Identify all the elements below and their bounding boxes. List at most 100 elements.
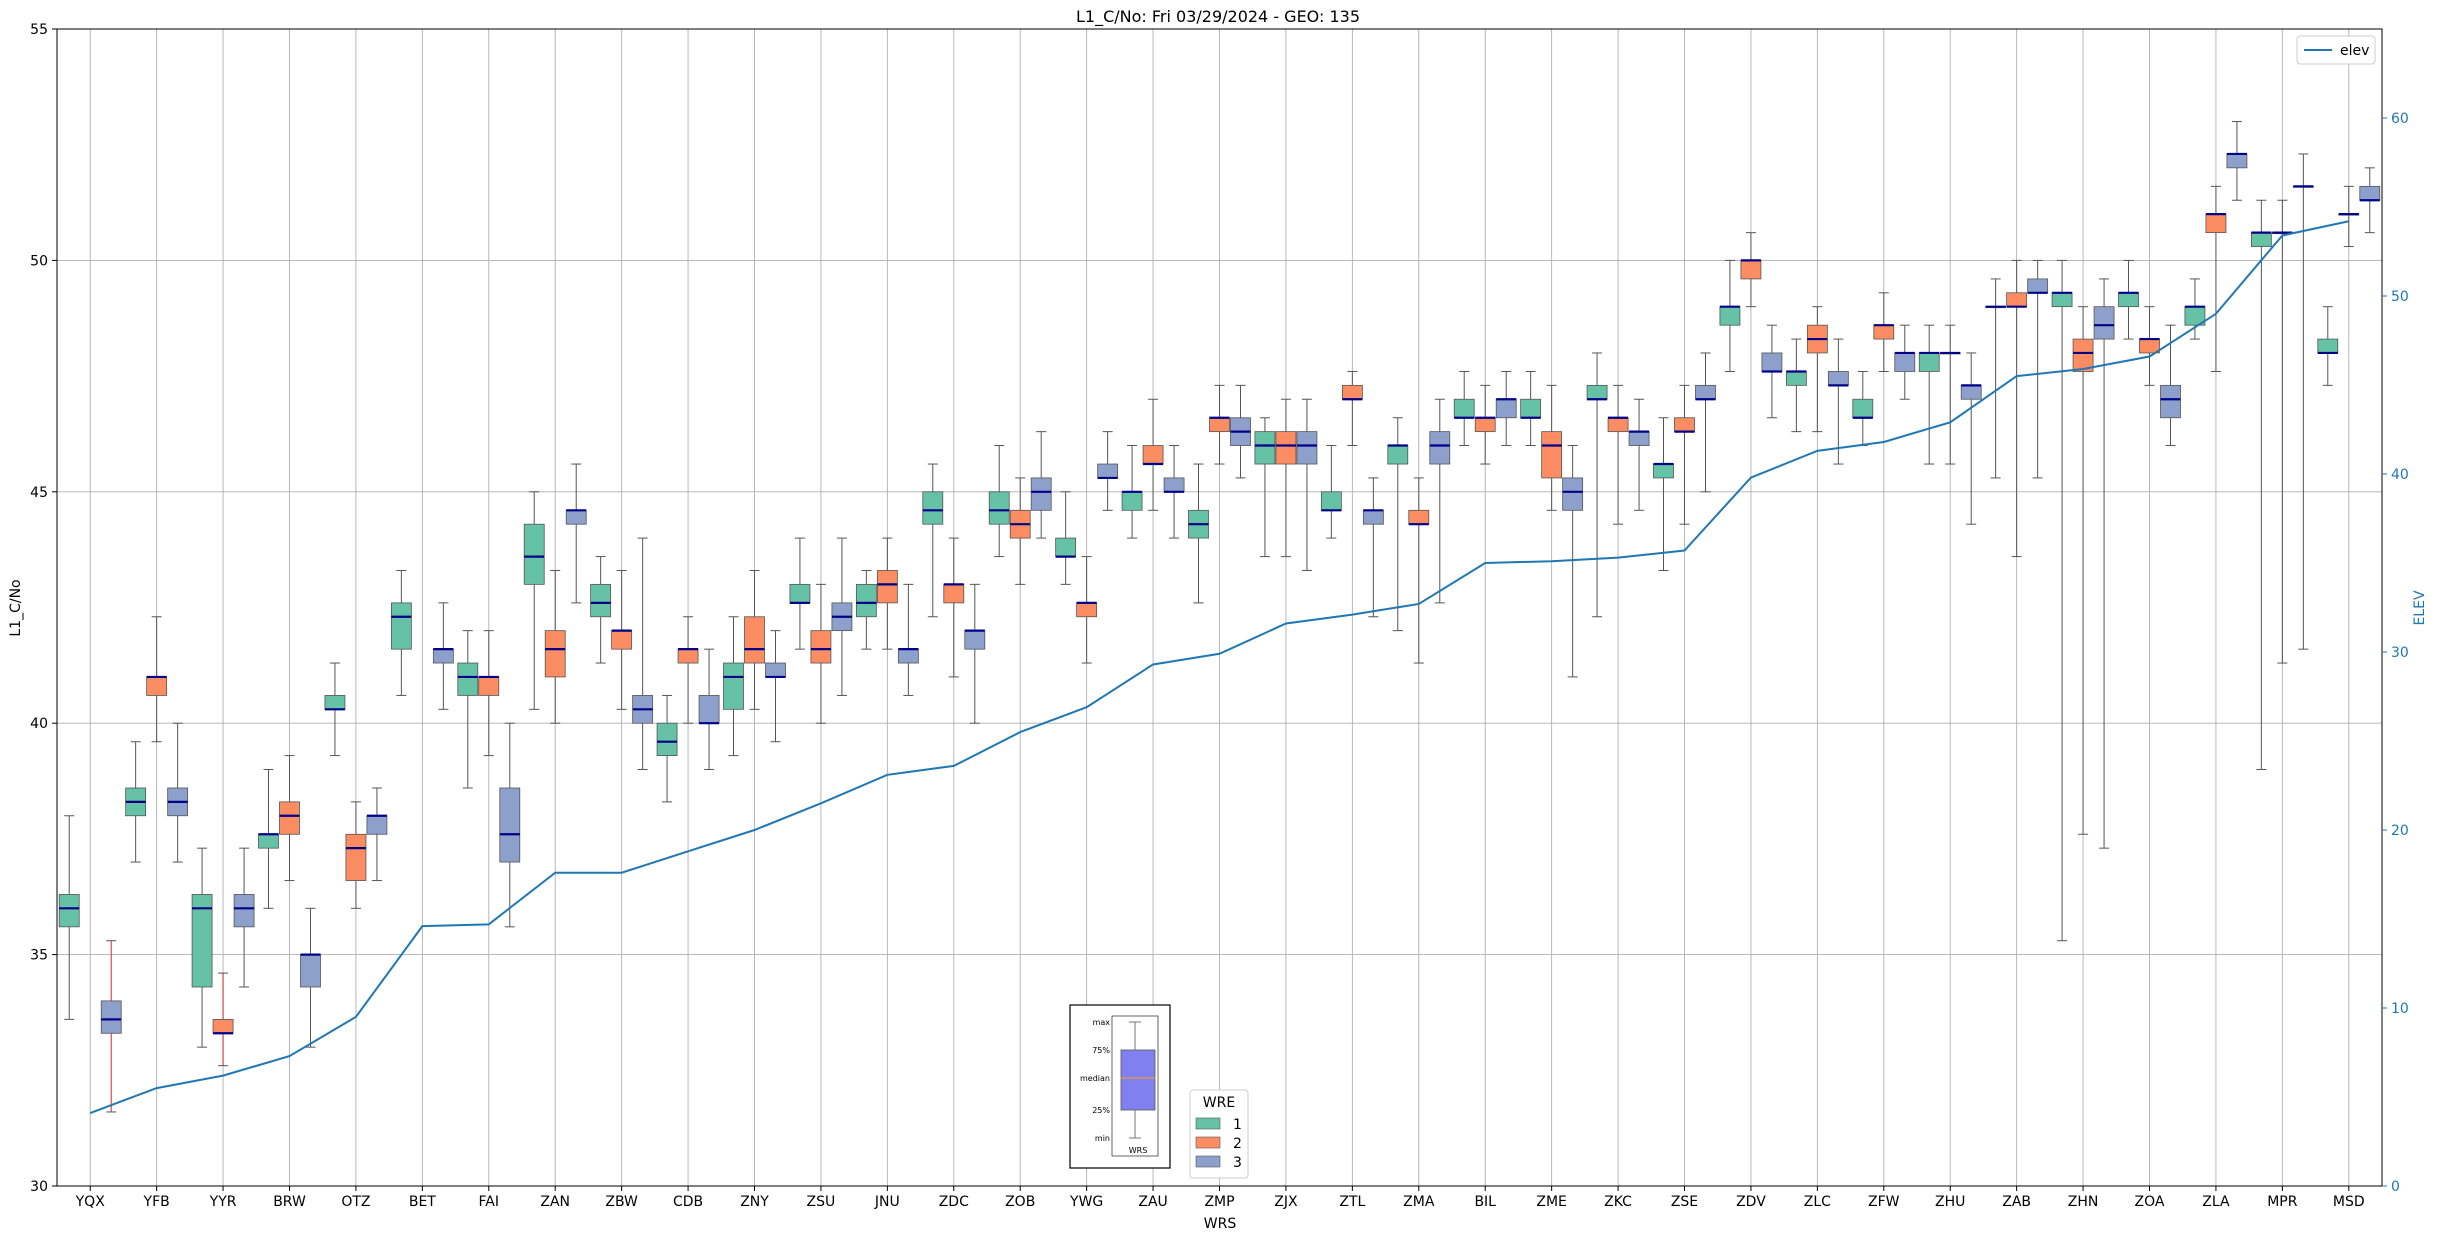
box-YFB-wre2 (146, 616, 168, 743)
box-YWG-wre3 (1097, 431, 1119, 511)
box-body (1628, 431, 1650, 446)
box-ZMA-wre3 (1429, 398, 1451, 604)
box-MSD-wre2 (2338, 185, 2360, 248)
box-body (2118, 292, 2139, 308)
box-body (2250, 232, 2272, 247)
box-ZAU-wre1 (1121, 445, 1143, 539)
box-YYR-wre2 (212, 972, 234, 1067)
box-ZJX-wre1 (1254, 417, 1276, 558)
box-body (922, 491, 944, 525)
y-axis-label: L1_C/No (8, 579, 24, 636)
box-ZDC-wre3 (964, 583, 986, 724)
x-tick-label: MPR (2267, 1194, 2298, 1210)
box-body (1761, 352, 1783, 372)
box-body (1541, 431, 1563, 479)
box-ZDC-wre1 (922, 463, 944, 618)
y2-tick-label: 0 (2391, 1179, 2400, 1195)
y-tick-label: 50 (30, 253, 48, 269)
box-BET-wre3 (432, 602, 454, 710)
box-YYR-wre1 (191, 847, 213, 1048)
x-tick-label: ZJX (1274, 1194, 1298, 1210)
box-CDB-wre2 (677, 616, 699, 724)
box-ZMP-wre2 (1209, 384, 1230, 465)
box-body (611, 630, 633, 650)
x-tick-label: ZMA (1403, 1194, 1435, 1210)
box-body (499, 787, 521, 863)
x-tick-label: BRW (273, 1194, 306, 1210)
box-JNU-wre1 (855, 569, 877, 650)
box-ZSU-wre1 (789, 537, 811, 650)
box-body (943, 583, 965, 604)
box-ZMP-wre3 (1230, 384, 1251, 479)
x-tick-label: YFB (143, 1194, 170, 1210)
box-body (765, 662, 786, 678)
box-body (233, 894, 255, 928)
box-ZSU-wre2 (810, 583, 832, 724)
box-BRW-wre2 (279, 755, 300, 882)
box-body (279, 801, 300, 835)
box-body (1653, 463, 1674, 479)
box-body (656, 722, 678, 756)
box-ZTL-wre1 (1320, 445, 1342, 539)
box-body (1030, 477, 1052, 511)
legend-wre-entry: 2 (1233, 1136, 1242, 1152)
box-ZDV-wre1 (1719, 259, 1741, 372)
box-body (258, 833, 279, 849)
box-BIL-wre2 (1474, 384, 1496, 465)
x-tick-label: BIL (1474, 1194, 1496, 1210)
box-ZME-wre1 (1520, 370, 1542, 447)
x-tick-label: ZAN (540, 1194, 570, 1210)
box-ZSE-wre2 (1674, 384, 1695, 525)
box-ZLC-wre2 (1806, 306, 1828, 433)
box-body (1740, 259, 1762, 280)
box-MSD-wre3 (2359, 167, 2381, 234)
x-tick-label: ZMP (1204, 1194, 1234, 1210)
box-MPR-wre2 (2271, 199, 2293, 664)
x-tick-label: ZAB (2002, 1194, 2031, 1210)
box-body (855, 583, 877, 618)
box-OTZ-wre3 (366, 787, 388, 882)
y-tick-label: 30 (30, 1179, 48, 1195)
box-YFB-wre1 (125, 741, 147, 863)
box-body (876, 570, 898, 604)
box-ZAN-wre2 (544, 569, 566, 724)
box-body (1275, 431, 1297, 465)
box-ZDV-wre2 (1740, 232, 1762, 308)
x-tick-label: ZLA (2202, 1194, 2230, 1210)
legend-wre-swatch (1195, 1136, 1221, 1149)
box-body (964, 630, 986, 650)
box-body (478, 676, 500, 696)
box-MPR-wre3 (2292, 153, 2314, 650)
box-body (1254, 431, 1276, 465)
legend-wre: WRE 1 2 3 (1189, 1089, 1249, 1179)
box-body (1142, 445, 1164, 465)
x-tick-label: ZTL (1339, 1194, 1365, 1210)
box-body (1719, 306, 1741, 326)
y-tick-label: 45 (30, 485, 48, 501)
box-body (2205, 213, 2227, 234)
box-body (1562, 477, 1584, 511)
y-tick-label: 55 (30, 22, 48, 38)
box-ZKC-wre1 (1586, 352, 1608, 618)
x-tick-label: ZME (1536, 1194, 1567, 1210)
box-JNU-wre2 (876, 537, 898, 650)
box-ZOB-wre2 (1009, 477, 1031, 585)
box-ZMA-wre1 (1387, 417, 1409, 632)
box-FAI-wre2 (478, 630, 500, 757)
box-MPR-wre1 (2250, 199, 2272, 770)
box-body (677, 648, 699, 664)
box-ZFW-wre2 (1873, 292, 1895, 372)
box-body (1474, 417, 1496, 433)
box-body (1918, 352, 1940, 372)
legend-wre-swatch (1195, 1117, 1221, 1130)
box-body (324, 695, 346, 710)
box-body (2317, 338, 2339, 354)
x-tick-label: ZBW (605, 1194, 638, 1210)
box-body (2226, 153, 2248, 169)
box-YWG-wre2 (1076, 556, 1098, 664)
box-body (1163, 477, 1185, 493)
box-BET-wre1 (390, 569, 412, 696)
box-ZJX-wre2 (1275, 398, 1297, 558)
box-YQX-wre3 (100, 940, 122, 1113)
boxplot-key-inset: max 75% median 25% min WRS (1069, 1004, 1171, 1169)
